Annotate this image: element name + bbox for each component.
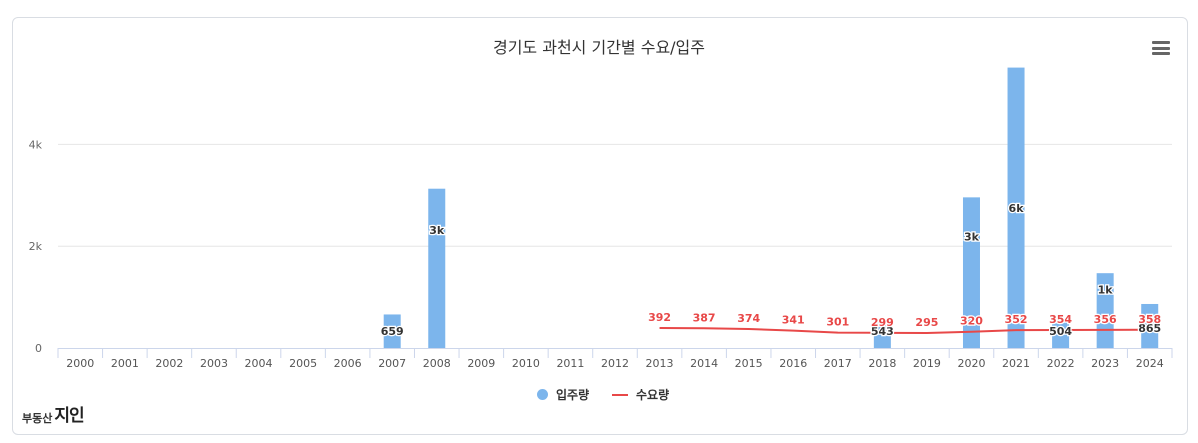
line-data-label: 392	[648, 311, 671, 324]
line-data-label: 352	[1005, 313, 1028, 326]
x-tick-label: 2017	[824, 357, 852, 370]
x-tick-label: 2018	[868, 357, 896, 370]
x-tick-label: 2009	[467, 357, 495, 370]
x-tick-label: 2002	[155, 357, 183, 370]
hamburger-menu-icon[interactable]	[1152, 41, 1170, 55]
line-data-label: 356	[1094, 313, 1117, 326]
chart-frame	[12, 17, 1188, 435]
brand-logo: 부동산 지인	[22, 400, 85, 426]
y-tick-label: 4k	[29, 138, 43, 151]
line-data-label: 320	[960, 315, 983, 328]
line-data-label: 374	[737, 312, 760, 325]
bar-data-label: 3k	[429, 224, 445, 237]
x-tick-label: 2000	[66, 357, 94, 370]
bar-data-label: 1k	[1098, 284, 1114, 297]
legend-bar-swatch	[537, 389, 548, 400]
bar-data-label: 3k	[964, 231, 980, 244]
x-tick-label: 2019	[913, 357, 941, 370]
chart-title: 경기도 과천시 기간별 수요/입주	[492, 38, 705, 57]
bar-data-label: 865	[1138, 322, 1161, 335]
x-tick-label: 2010	[512, 357, 540, 370]
x-tick-label: 2012	[601, 357, 629, 370]
x-tick-label: 2004	[245, 357, 273, 370]
x-tick-label: 2005	[289, 357, 317, 370]
x-tick-label: 2013	[646, 357, 674, 370]
x-tick-label: 2022	[1047, 357, 1075, 370]
bar-data-label: 659	[381, 325, 404, 338]
legend-line-swatch	[612, 393, 628, 396]
line-data-label: 301	[826, 316, 849, 329]
bar	[428, 188, 446, 348]
bar	[383, 314, 401, 348]
x-tick-label: 2001	[111, 357, 139, 370]
x-tick-label: 2007	[378, 357, 406, 370]
line-data-label: 341	[782, 314, 805, 327]
bar-data-label: 504	[1049, 325, 1072, 338]
bar	[873, 320, 891, 348]
bar-data-label: 6k	[1009, 202, 1025, 215]
bar-data-label: 543	[871, 325, 894, 338]
x-tick-label: 2015	[735, 357, 763, 370]
legend-label-supply: 입주량	[556, 388, 590, 402]
logo-small-text: 부동산	[22, 412, 53, 425]
demand-line	[659, 327, 1150, 334]
line-data-label: 358	[1138, 313, 1161, 326]
y-tick-label: 2k	[29, 240, 43, 253]
legend-item-demand[interactable]: 수요량	[612, 386, 669, 403]
y-tick-label: 0	[35, 342, 42, 355]
legend-label-demand: 수요량	[636, 388, 670, 402]
x-tick-label: 2014	[690, 357, 718, 370]
bar	[962, 197, 980, 348]
logo-big-text: 지인	[54, 406, 84, 426]
legend: 입주량 수요량	[0, 386, 1198, 406]
line-data-label: 387	[693, 311, 716, 324]
x-tick-label: 2003	[200, 357, 228, 370]
x-tick-label: 2016	[779, 357, 807, 370]
x-tick-label: 2008	[423, 357, 451, 370]
legend-item-supply[interactable]: 입주량	[537, 386, 589, 403]
bar	[1052, 322, 1070, 348]
x-tick-label: 2024	[1136, 357, 1164, 370]
line-data-label: 295	[915, 316, 938, 329]
x-tick-label: 2011	[556, 357, 584, 370]
line-data-label: 299	[871, 316, 894, 329]
line-data-label: 354	[1049, 313, 1072, 326]
bar	[1141, 303, 1159, 348]
x-tick-label: 2021	[1002, 357, 1030, 370]
x-tick-label: 2020	[957, 357, 985, 370]
x-tick-label: 2006	[334, 357, 362, 370]
bar	[1007, 67, 1025, 349]
x-tick-label: 2023	[1091, 357, 1119, 370]
